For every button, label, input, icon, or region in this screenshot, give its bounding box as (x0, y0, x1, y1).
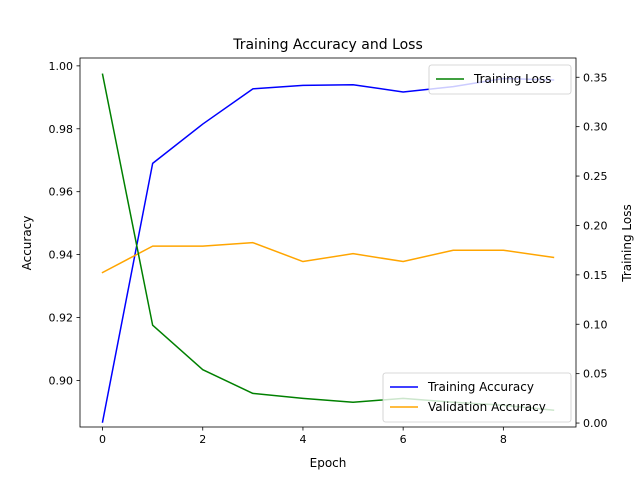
legend-label-1-1: Validation Accuracy (428, 400, 546, 414)
axes-layer: 0 2 4 6 8 0.90 0.92 0.94 0.96 0.98 1.00 0.00 0.05 0.1… (49, 57, 608, 446)
chart-title: Training Accuracy and Loss (232, 37, 423, 53)
y-tick-label-5: 1.00 (49, 60, 74, 73)
x-tick-label-0: 0 (99, 433, 106, 446)
y-tick-label-4: 0.98 (49, 123, 74, 136)
y2-tick-label-1: 0.05 (583, 368, 608, 381)
y-tick-label-3: 0.96 (49, 186, 74, 199)
y2-tick-label-6: 0.30 (583, 121, 608, 134)
y-tick-label-2: 0.94 (49, 249, 74, 262)
series-layer (101, 73, 555, 423)
x-tick-label-4: 8 (500, 433, 507, 446)
x-tick-label-2: 4 (299, 433, 306, 446)
y2-axis-label: Training Loss (620, 204, 634, 282)
y2-tick-label-2: 0.10 (583, 318, 608, 331)
y-tick-label-0: 0.90 (49, 374, 74, 387)
y2-tick-label-5: 0.25 (583, 170, 608, 183)
x-tick-label-1: 2 (199, 433, 206, 446)
x-axis-label: Epoch (310, 456, 347, 470)
y-tick-label-1: 0.92 (49, 312, 74, 325)
legend-layer: Training Loss Training Accuracy Validation… (382, 64, 572, 423)
y2-tick-label-4: 0.20 (583, 219, 608, 232)
y2-tick-label-0: 0.00 (583, 417, 608, 430)
legend-label-0-0: Training Loss (473, 72, 551, 86)
legend-box-1 (382, 372, 572, 423)
series-line-2 (101, 73, 555, 412)
y-axis-label: Accuracy (20, 216, 34, 271)
legend-box-0 (428, 64, 572, 95)
plot-frame (79, 57, 577, 428)
y2-tick-label-7: 0.35 (583, 71, 608, 84)
legend-label-1-0: Training Accuracy (427, 380, 534, 394)
x-tick-label-3: 6 (400, 433, 407, 446)
y2-tick-label-3: 0.15 (583, 269, 608, 282)
series-line-1 (101, 241, 555, 274)
